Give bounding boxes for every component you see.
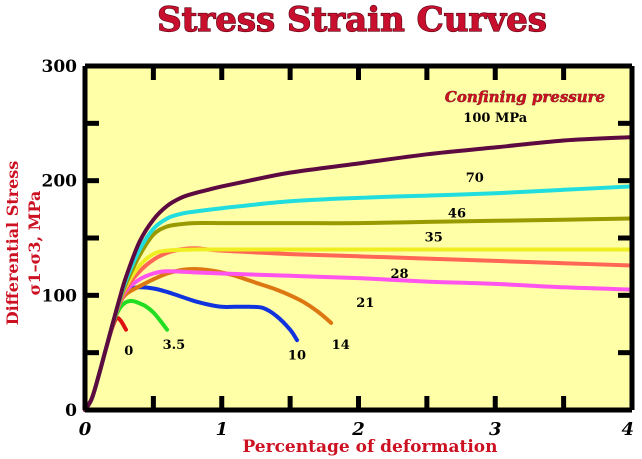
y-tick-label: 200 [42,172,78,192]
series-label: 14 [332,338,350,353]
y-tick-label: 0 [65,401,77,421]
y-axis-title-line1: Differential Stress [3,161,22,326]
series-labels-layer: 0 3.5 10 14 21 28 35 46 70 100 MPa [124,111,528,363]
y-axis-title: Differential Stress σ1–σ3, MPa [3,161,44,326]
series-label: 10 [288,349,306,364]
series-label: 46 [448,206,466,221]
x-tick-label: 1 [215,419,228,440]
x-tick-label: 3 [489,419,502,440]
y-tick-label: 300 [42,57,78,77]
series-label: 35 [425,230,443,245]
x-tick-label: 0 [79,419,92,440]
series-label: 28 [390,267,408,282]
x-axis-title: Percentage of deformation [242,437,497,457]
series-label: 0 [124,344,133,359]
series-label: 21 [356,296,374,311]
y-axis-title-line2: σ1–σ3, MPa [25,191,44,296]
y-tick-label: 100 [42,286,78,306]
chart-title: Stress Strain Curves [157,0,547,40]
series-label: 3.5 [163,338,186,353]
legend-title: Confining pressure [445,88,605,106]
series-line-100-mpa [83,135,634,412]
series-label: 70 [466,171,484,186]
series-label: 100 MPa [463,111,527,126]
plot-area [85,66,632,410]
x-tick-label: 4 [621,419,634,440]
x-tick-label: 2 [351,419,365,440]
series-layer [83,135,634,412]
